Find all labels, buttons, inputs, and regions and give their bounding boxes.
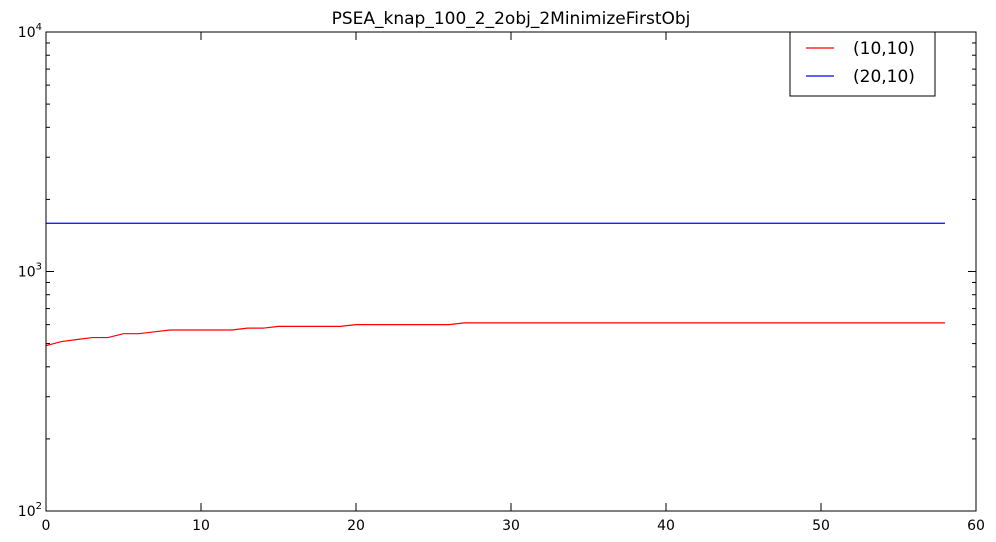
x-tick-label: 50 — [812, 518, 830, 534]
x-tick-label: 60 — [967, 518, 985, 534]
x-tick-label: 30 — [502, 518, 520, 534]
x-tick-label: 20 — [347, 518, 365, 534]
plot-frame — [45, 31, 977, 512]
y-tick-label: 104 — [18, 22, 42, 41]
y-tick-label: 102 — [18, 501, 42, 520]
x-tick-label: 10 — [192, 518, 210, 534]
series-line-1 — [45, 322, 945, 347]
x-tick-label: 0 — [42, 518, 51, 534]
series-layer — [45, 222, 945, 347]
y-tick-label: 103 — [18, 262, 42, 281]
legend-label-1: (10,10) — [853, 39, 915, 59]
legend-label-2: (20,10) — [853, 67, 915, 87]
chart-title: PSEA_knap_100_2_2obj_2MinimizeFirstObj — [332, 9, 691, 29]
ticks-layer: 0 10 20 30 40 50 60 102 103 104 — [18, 22, 985, 534]
legend: (10,10) (20,10) — [789, 31, 936, 97]
legend-box — [789, 31, 936, 97]
x-tick-label: 40 — [657, 518, 675, 534]
